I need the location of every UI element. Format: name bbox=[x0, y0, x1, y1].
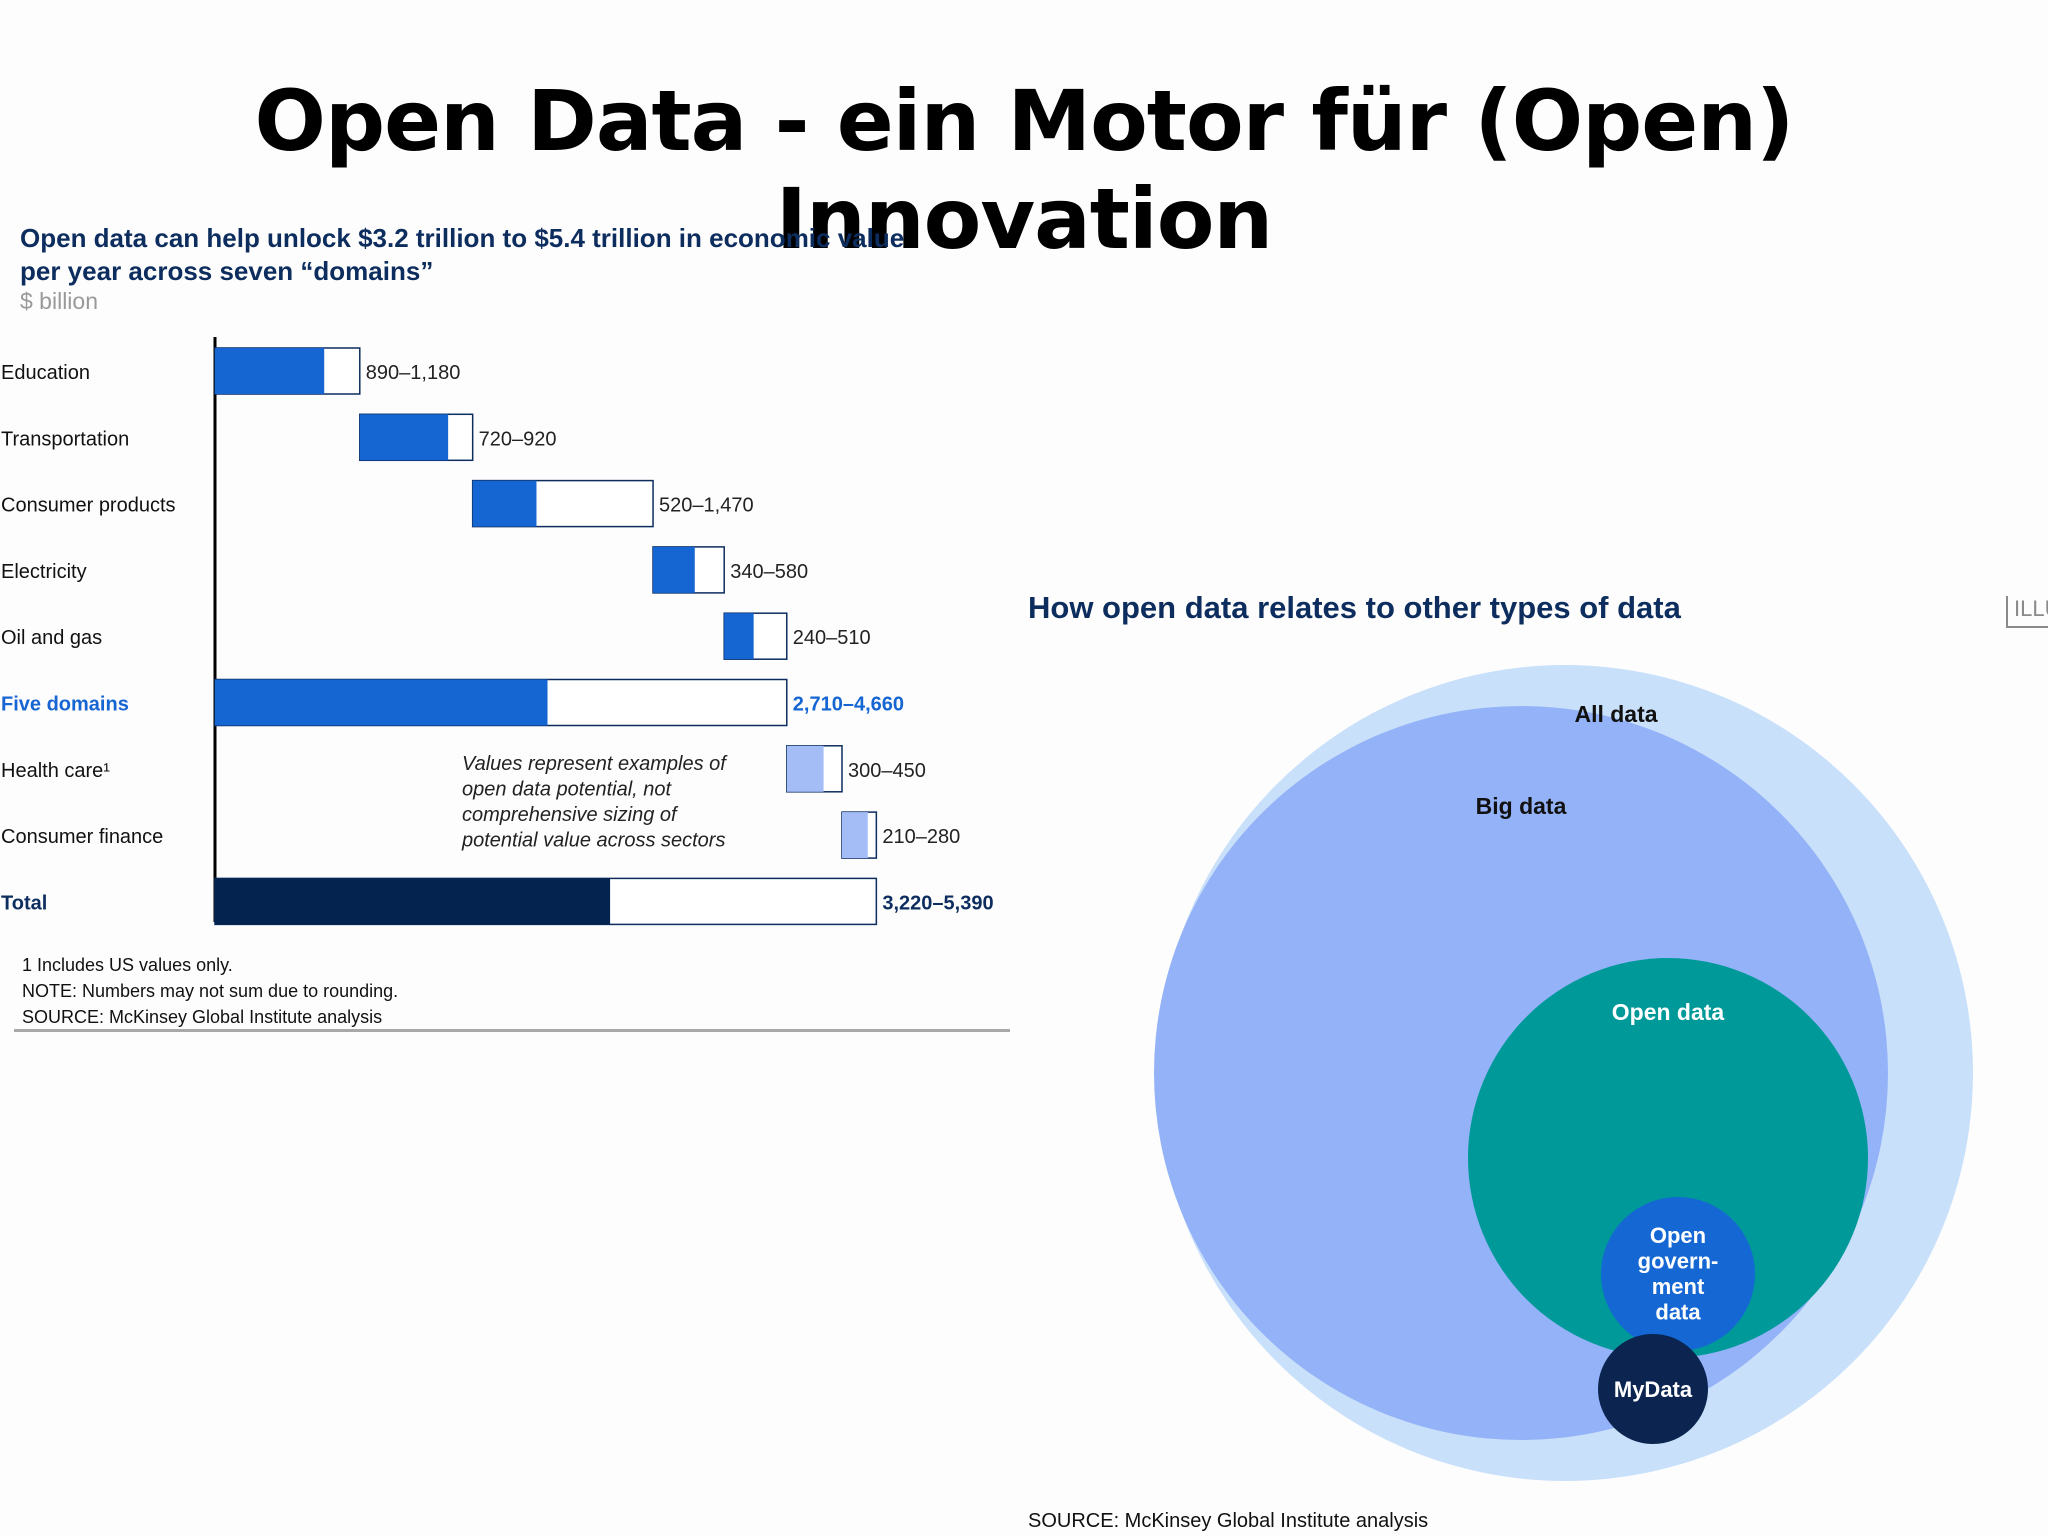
open-data-circle bbox=[1468, 958, 1868, 1358]
big-data-label: Big data bbox=[1476, 793, 1567, 819]
value-label: 890–1,180 bbox=[366, 362, 461, 384]
value-label: 340–580 bbox=[730, 561, 808, 583]
bar-low bbox=[724, 613, 754, 660]
category-label: Education bbox=[1, 362, 90, 384]
bar-low bbox=[215, 679, 548, 726]
venn-diagram: All data Big data Open data Opengovern-ment… bbox=[1154, 665, 1973, 1481]
mydata-circle bbox=[1598, 1334, 1708, 1444]
annotation-line: comprehensive sizing of bbox=[462, 804, 679, 826]
category-label: Consumer finance bbox=[1, 826, 163, 848]
value-label: 3,220–5,390 bbox=[882, 892, 993, 914]
bar-low bbox=[653, 546, 695, 593]
value-label: 520–1,470 bbox=[659, 495, 754, 517]
open-data-label: Open data bbox=[1612, 999, 1725, 1025]
slide-title: Open Data - ein Motor für (Open) Innovat… bbox=[254, 72, 1795, 268]
open-government-data-label: data bbox=[1655, 1300, 1701, 1325]
venn-title: How open data relates to other types of … bbox=[1028, 590, 1681, 625]
category-label: Total bbox=[1, 892, 47, 914]
open-government-data-label: ment bbox=[1652, 1274, 1705, 1299]
open-government-data-label: Open bbox=[1650, 1223, 1706, 1248]
category-label: Consumer products bbox=[1, 495, 176, 517]
value-label: 300–450 bbox=[848, 760, 926, 782]
waterfall-title-line1: Open data can help unlock $3.2 trillion … bbox=[20, 223, 905, 253]
waterfall-header: Open data can help unlock $3.2 trillion … bbox=[20, 222, 980, 315]
bar-low bbox=[472, 480, 537, 527]
category-label: Electricity bbox=[1, 561, 87, 583]
value-label: 720–920 bbox=[479, 428, 557, 450]
bar-low bbox=[786, 745, 824, 792]
rounding-note: NOTE: Numbers may not sum due to roundin… bbox=[22, 981, 399, 1001]
all-data-label: All data bbox=[1574, 701, 1657, 727]
category-label: Five domains bbox=[1, 694, 129, 716]
value-label: 240–510 bbox=[793, 627, 871, 649]
bar-low bbox=[841, 812, 868, 859]
bar-low bbox=[215, 348, 325, 394]
annotation-line: open data potential, not bbox=[462, 779, 673, 801]
bar-low bbox=[359, 414, 449, 461]
waterfall-chart: Education 890–1,180 Transportation 720–920 C… bbox=[1, 337, 994, 926]
category-label: Transportation bbox=[1, 428, 129, 450]
annotation-line: Values represent examples of bbox=[462, 753, 728, 775]
venn-source: SOURCE: McKinsey Global Institute analys… bbox=[1028, 1510, 1429, 1532]
waterfall-source: SOURCE: McKinsey Global Institute analys… bbox=[22, 1007, 383, 1027]
bar-low bbox=[215, 878, 611, 925]
waterfall-notes: 1 Includes US values only. NOTE: Numbers… bbox=[22, 952, 398, 1030]
open-government-data-label: govern- bbox=[1638, 1249, 1719, 1274]
value-label: 2,710–4,660 bbox=[793, 694, 904, 716]
waterfall-unit: $ billion bbox=[20, 288, 98, 314]
footnote-1: 1 Includes US values only. bbox=[22, 955, 233, 975]
annotation-line: potential value across sectors bbox=[461, 830, 725, 852]
waterfall-title: Open data can help unlock $3.2 trillion … bbox=[20, 222, 980, 288]
value-label: 210–280 bbox=[882, 826, 960, 848]
open-government-data-circle bbox=[1601, 1197, 1755, 1351]
divider-line bbox=[14, 1029, 1010, 1032]
mydata-label: MyData bbox=[1614, 1377, 1693, 1402]
category-label: Health care¹ bbox=[1, 760, 110, 782]
illustrative-tag: ILLU bbox=[2006, 596, 2048, 628]
waterfall-title-line2: per year across seven “domains” bbox=[20, 256, 434, 286]
category-label: Oil and gas bbox=[1, 627, 102, 649]
